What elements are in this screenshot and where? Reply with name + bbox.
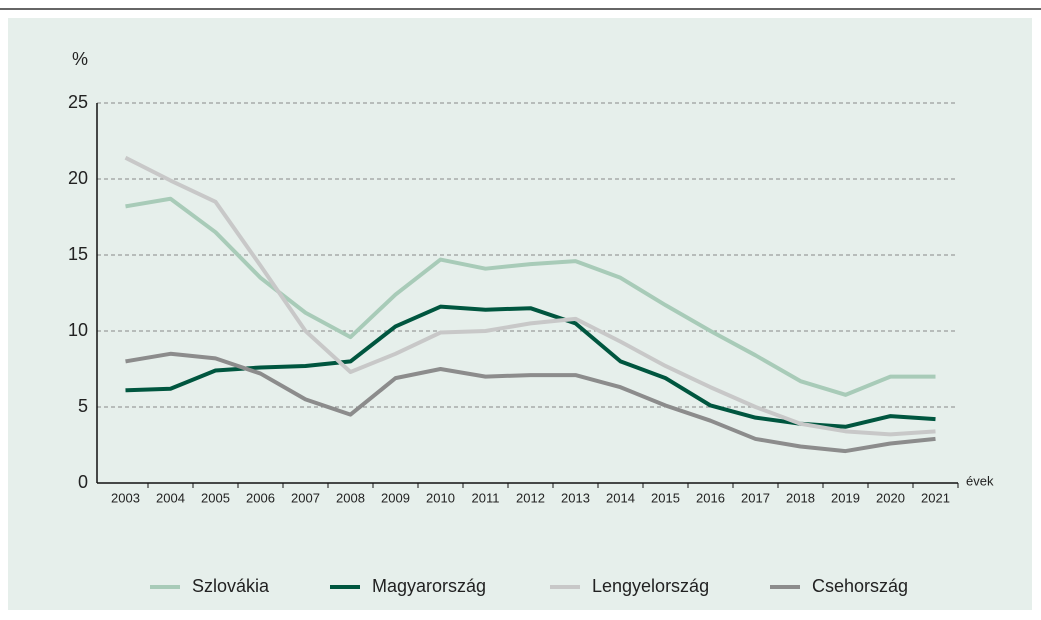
x-tick-label: 2014 bbox=[606, 490, 635, 505]
x-tick-label: 2018 bbox=[786, 490, 815, 505]
x-tick-label: 2008 bbox=[336, 490, 365, 505]
x-tick-label: 2005 bbox=[201, 490, 230, 505]
x-axis-label: évek bbox=[966, 473, 994, 488]
x-tick-label: 2012 bbox=[516, 490, 545, 505]
x-tick-label: 2007 bbox=[291, 490, 320, 505]
legend-label: Lengyelország bbox=[592, 576, 709, 596]
x-tick-label: 2013 bbox=[561, 490, 590, 505]
x-tick-label: 2003 bbox=[111, 490, 140, 505]
y-tick-label: 20 bbox=[68, 168, 88, 188]
y-tick-label: 15 bbox=[68, 244, 88, 264]
x-tick-label: 2004 bbox=[156, 490, 185, 505]
line-series bbox=[125, 351, 936, 454]
x-tick-label: 2010 bbox=[426, 490, 455, 505]
line-series bbox=[125, 196, 936, 397]
legend-label: Szlovákia bbox=[192, 576, 270, 596]
x-tick-label: 2020 bbox=[876, 490, 905, 505]
legend-label: Csehország bbox=[812, 576, 908, 596]
x-tick-label: 2021 bbox=[921, 490, 950, 505]
y-axis-label: % bbox=[72, 49, 88, 69]
x-tick-label: 2016 bbox=[696, 490, 725, 505]
x-tick-label: 2019 bbox=[831, 490, 860, 505]
panel bbox=[8, 18, 1032, 610]
legend-label: Magyarország bbox=[372, 576, 486, 596]
y-tick-label: 10 bbox=[68, 320, 88, 340]
y-tick-label: 25 bbox=[68, 92, 88, 112]
y-tick-label: 0 bbox=[78, 472, 88, 492]
x-tick-label: 2011 bbox=[472, 490, 500, 505]
x-tick-label: 2006 bbox=[246, 490, 275, 505]
x-tick-label: 2017 bbox=[741, 490, 770, 505]
x-tick-label: 2009 bbox=[381, 490, 410, 505]
y-tick-label: 5 bbox=[78, 396, 88, 416]
x-tick-label: 2015 bbox=[651, 490, 680, 505]
line-series bbox=[124, 155, 936, 437]
